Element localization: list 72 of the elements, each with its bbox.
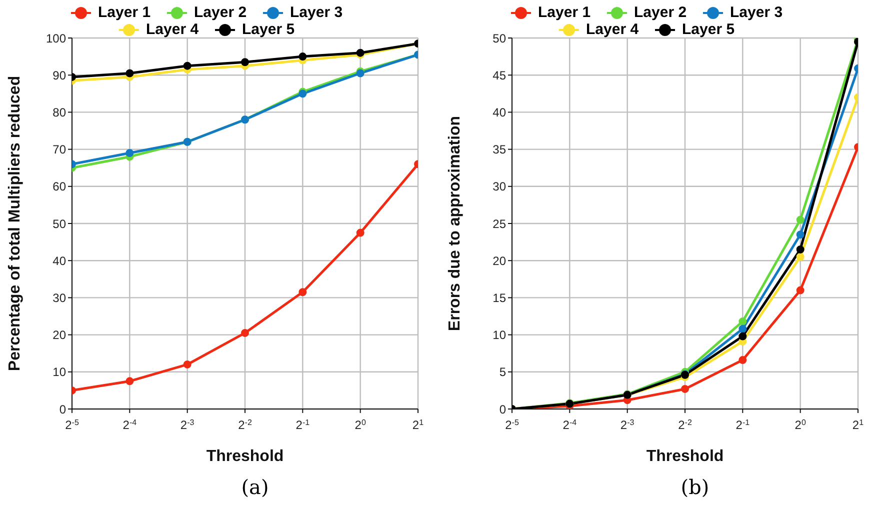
point — [738, 324, 747, 333]
x-tick-label: 2$^{1}$ — [412, 418, 424, 432]
x-tick-label: 2$^{-1}$ — [736, 418, 750, 432]
point — [356, 228, 364, 237]
point — [126, 149, 134, 158]
y-tick-label: 15 — [492, 290, 506, 305]
y-tick-label: 5 — [499, 365, 506, 380]
point — [126, 377, 134, 386]
legend-label: Layer 4 — [146, 21, 199, 38]
text: (a) — [240, 475, 270, 499]
point — [796, 245, 804, 254]
x-tick-label: 2$^{-3}$ — [620, 418, 635, 432]
x-tick-label: 2$^{-2}$ — [678, 418, 692, 432]
point — [126, 69, 134, 78]
point — [241, 58, 249, 66]
x-tick-label: 2$^{-4}$ — [562, 418, 578, 432]
y-tick-label: 20 — [492, 254, 506, 268]
legend-label: Layer 5 — [682, 21, 735, 38]
x-tick-label: 2$^{0}$ — [354, 418, 366, 432]
y-tick-label: 80 — [52, 105, 66, 120]
y-tick-label: 45 — [492, 68, 506, 82]
text: (b) — [680, 475, 710, 499]
point — [183, 62, 192, 70]
point — [796, 252, 804, 261]
y-tick-label: 70 — [52, 142, 66, 157]
x-tick-label: 2$^{-3}$ — [180, 418, 195, 432]
point — [738, 332, 747, 340]
y-tick-label: 40 — [492, 105, 506, 120]
legend-label: Layer 2 — [634, 4, 687, 21]
point — [681, 384, 689, 393]
y-tick-label: 10 — [52, 365, 66, 380]
x-axis-title: Threshold — [646, 448, 724, 465]
legend-label: Layer 4 — [586, 21, 639, 38]
legend-label: Layer 1 — [538, 4, 591, 21]
x-tick-label: 2$^{-1}$ — [296, 418, 310, 432]
x-tick-label: 2$^{-4}$ — [122, 418, 138, 432]
y-tick-label: 0 — [59, 402, 66, 416]
x-tick-label: 2$^{-5}$ — [65, 418, 80, 432]
point — [241, 328, 249, 337]
y-tick-label: 0 — [499, 402, 506, 416]
y-tick-label: 60 — [52, 180, 66, 194]
y-tick-label: 30 — [492, 180, 506, 194]
y-tick-label: 50 — [492, 31, 506, 46]
y-axis-title: Percentage of total Multipliers reduced — [6, 76, 24, 372]
y-tick-label: 10 — [492, 328, 506, 342]
x-tick-label: 2$^{-5}$ — [505, 418, 520, 432]
y-tick-label: 25 — [492, 216, 506, 231]
y-axis-title: Errors due to approximation — [446, 116, 464, 332]
legend-label: Layer 5 — [242, 21, 295, 38]
legend-label: Layer 3 — [290, 4, 343, 21]
point — [298, 288, 307, 296]
point — [796, 286, 804, 294]
x-axis-title: Threshold — [206, 448, 284, 465]
point — [183, 360, 192, 368]
legend-label: Layer 2 — [194, 4, 247, 21]
point — [738, 356, 747, 364]
point — [738, 317, 747, 326]
x-tick-label: 2$^{-2}$ — [238, 418, 252, 432]
y-tick-label: 40 — [52, 254, 66, 268]
point — [796, 216, 804, 224]
y-tick-label: 100 — [46, 31, 66, 46]
x-tick-label: 2$^{0}$ — [794, 418, 806, 432]
y-tick-label: 50 — [52, 216, 66, 231]
y-tick-label: 30 — [52, 290, 66, 305]
y-tick-label: 90 — [52, 68, 66, 82]
point — [796, 230, 804, 239]
legend-label: Layer 3 — [730, 4, 783, 21]
x-tick-label: 2$^{1}$ — [852, 418, 864, 432]
y-tick-label: 35 — [492, 142, 506, 157]
legend-label: Layer 1 — [98, 4, 151, 21]
point — [298, 52, 307, 61]
y-tick-label: 20 — [52, 328, 66, 342]
